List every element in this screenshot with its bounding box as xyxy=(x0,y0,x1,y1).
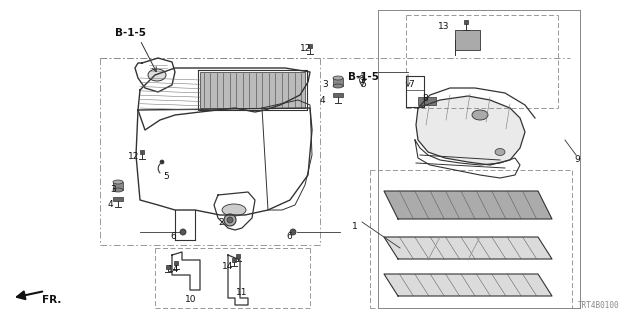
Circle shape xyxy=(180,229,186,235)
Text: 11: 11 xyxy=(236,288,248,297)
Bar xyxy=(308,44,312,48)
Ellipse shape xyxy=(113,180,123,184)
Bar xyxy=(232,258,236,262)
Text: 13: 13 xyxy=(438,22,449,31)
Bar xyxy=(455,30,480,50)
Bar xyxy=(333,78,343,86)
Bar xyxy=(113,182,123,190)
Polygon shape xyxy=(384,191,552,219)
Circle shape xyxy=(224,214,236,226)
Text: B-1-5: B-1-5 xyxy=(348,72,379,82)
Text: 8: 8 xyxy=(422,94,428,103)
Text: 10: 10 xyxy=(185,295,196,304)
Text: 5: 5 xyxy=(360,80,365,89)
Text: 7: 7 xyxy=(408,80,413,89)
Text: 14: 14 xyxy=(168,265,179,274)
Bar xyxy=(166,265,170,269)
Ellipse shape xyxy=(113,188,123,192)
Text: 3: 3 xyxy=(322,80,328,89)
Bar xyxy=(200,72,305,108)
Ellipse shape xyxy=(495,148,505,156)
Circle shape xyxy=(290,229,296,235)
Bar xyxy=(236,254,240,258)
Circle shape xyxy=(160,160,164,164)
Ellipse shape xyxy=(333,84,343,88)
Circle shape xyxy=(227,217,233,223)
Text: FR.: FR. xyxy=(42,295,61,305)
Bar xyxy=(113,197,123,201)
Text: 6: 6 xyxy=(170,232,176,241)
Bar xyxy=(464,20,468,24)
Polygon shape xyxy=(384,237,552,259)
Bar xyxy=(174,261,178,265)
Text: 12: 12 xyxy=(128,152,140,161)
Ellipse shape xyxy=(333,76,343,80)
Text: 4: 4 xyxy=(108,200,114,209)
Polygon shape xyxy=(384,274,552,296)
Text: 4: 4 xyxy=(320,96,326,105)
Text: 1: 1 xyxy=(352,222,358,231)
Text: 5: 5 xyxy=(163,172,169,181)
Bar xyxy=(418,97,436,105)
Ellipse shape xyxy=(222,204,246,216)
Text: 14: 14 xyxy=(222,262,234,271)
Text: 9: 9 xyxy=(574,155,580,164)
Bar xyxy=(333,93,343,97)
Ellipse shape xyxy=(148,69,166,81)
Text: 2: 2 xyxy=(218,218,223,227)
Polygon shape xyxy=(416,96,525,165)
Text: 12: 12 xyxy=(300,44,312,53)
Text: 3: 3 xyxy=(110,185,116,194)
Text: 6: 6 xyxy=(286,232,292,241)
Ellipse shape xyxy=(472,110,488,120)
Text: TRT4B0100: TRT4B0100 xyxy=(579,301,620,310)
Bar xyxy=(140,150,144,154)
Text: B-1-5: B-1-5 xyxy=(115,28,146,38)
